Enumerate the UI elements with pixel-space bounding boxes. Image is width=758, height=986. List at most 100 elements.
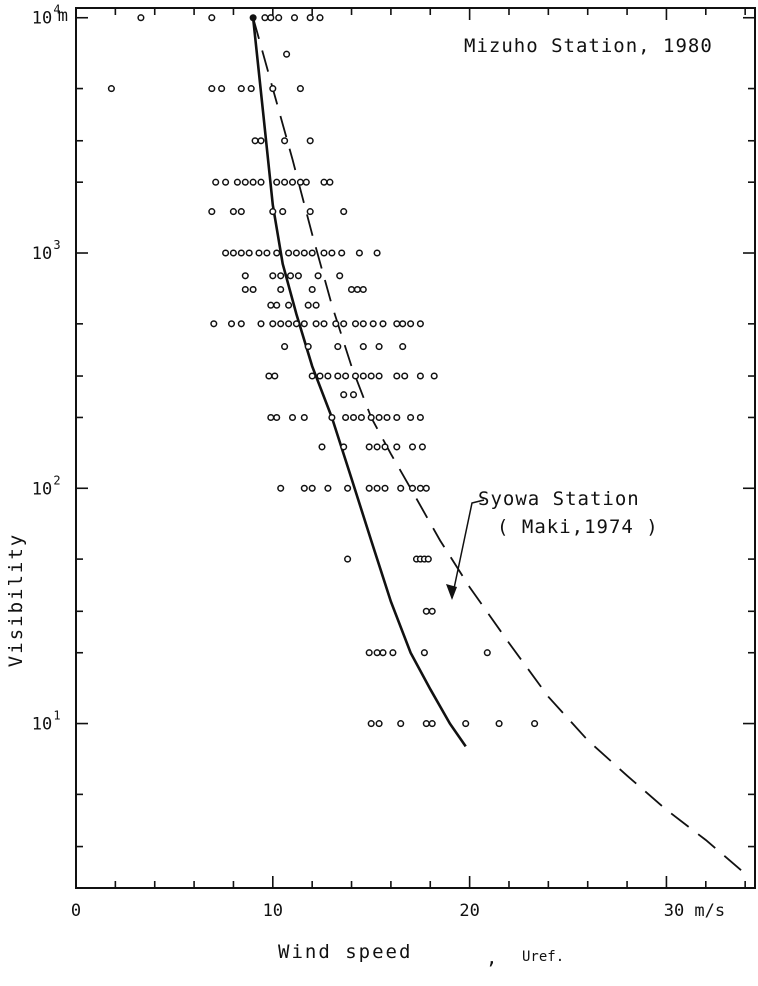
data-point (227, 320, 236, 328)
data-point (416, 484, 424, 492)
data-point (237, 249, 245, 257)
data-point (306, 208, 314, 216)
data-point (338, 249, 346, 257)
data-point (373, 249, 381, 257)
data-point (353, 285, 361, 294)
data-point (249, 178, 257, 186)
data-point (300, 320, 308, 328)
data-point (263, 249, 271, 257)
y-tick-label-exponent: 1 (53, 709, 60, 723)
data-point (304, 301, 312, 309)
data-point (334, 343, 342, 351)
data-point (355, 249, 363, 257)
y-tick-label-base: 10 (32, 9, 52, 29)
data-point (290, 14, 299, 22)
data-point (332, 320, 340, 328)
data-point (379, 320, 387, 328)
data-point (107, 85, 115, 93)
data-point (275, 14, 283, 22)
data-point (495, 720, 503, 728)
data-point (229, 208, 237, 216)
data-point (399, 343, 407, 351)
x-axis-label: Wind speed (278, 941, 412, 963)
data-point (359, 372, 367, 380)
data-point (222, 178, 230, 186)
data-point (424, 555, 432, 563)
curve-start-dot (249, 14, 257, 22)
data-point (422, 484, 430, 492)
data-point (257, 137, 265, 145)
data-point (344, 484, 352, 492)
data-point (249, 285, 257, 294)
data-point (367, 372, 375, 380)
station-annotation: Mizuho Station, 1980 (464, 35, 713, 57)
data-point (273, 413, 281, 422)
mizuho-solid-curve (251, 17, 467, 748)
data-point (316, 372, 324, 380)
data-point (416, 320, 424, 328)
y-tick-label-exponent: 2 (53, 473, 60, 487)
data-point (340, 443, 348, 451)
data-point (420, 649, 428, 657)
data-point (257, 320, 265, 328)
data-point (288, 178, 297, 186)
data-point (328, 413, 336, 422)
data-point (347, 285, 356, 294)
data-point (373, 443, 381, 451)
data-point (210, 320, 218, 328)
data-point (314, 272, 322, 280)
data-point (237, 85, 245, 93)
data-point (383, 413, 391, 422)
data-point (483, 649, 491, 657)
data-point (359, 343, 367, 351)
data-point (281, 137, 289, 145)
y-tick-label-base: 10 (32, 244, 52, 264)
data-point (408, 443, 417, 451)
data-point (251, 137, 259, 145)
data-point (367, 720, 375, 728)
data-point (222, 249, 230, 257)
data-point (296, 178, 304, 186)
data-point (212, 178, 220, 186)
data-point (397, 720, 405, 728)
annotation-arrowhead (446, 584, 457, 600)
data-point (285, 320, 293, 328)
data-point (393, 320, 401, 328)
data-point (267, 301, 275, 309)
data-point (218, 85, 226, 93)
data-point (365, 443, 373, 451)
plot-frame (75, 7, 756, 889)
data-point (292, 249, 300, 257)
data-point (422, 720, 430, 728)
data-point (324, 372, 332, 380)
data-point (277, 320, 285, 328)
data-point (281, 343, 289, 351)
data-point (393, 413, 401, 422)
data-point (326, 178, 334, 186)
data-point (281, 178, 289, 186)
data-point (241, 272, 249, 280)
data-point (208, 14, 216, 22)
data-point (418, 443, 426, 451)
data-point (277, 285, 285, 294)
x-tick-label: 0 (71, 901, 81, 921)
data-point (389, 649, 397, 657)
data-point (269, 208, 277, 216)
data-point (342, 372, 350, 380)
data-point (271, 372, 279, 380)
data-point (531, 720, 539, 728)
syowa-annotation-line1: Syowa Station (478, 488, 640, 510)
data-point (359, 285, 367, 294)
data-point (381, 443, 389, 451)
data-point (255, 249, 263, 257)
data-point (294, 272, 302, 280)
data-point (288, 413, 297, 422)
data-point (300, 249, 308, 257)
data-point (318, 443, 326, 451)
data-point (286, 272, 295, 280)
data-point (308, 285, 316, 294)
data-point (247, 85, 255, 93)
data-point (306, 137, 314, 145)
data-point (328, 249, 336, 257)
